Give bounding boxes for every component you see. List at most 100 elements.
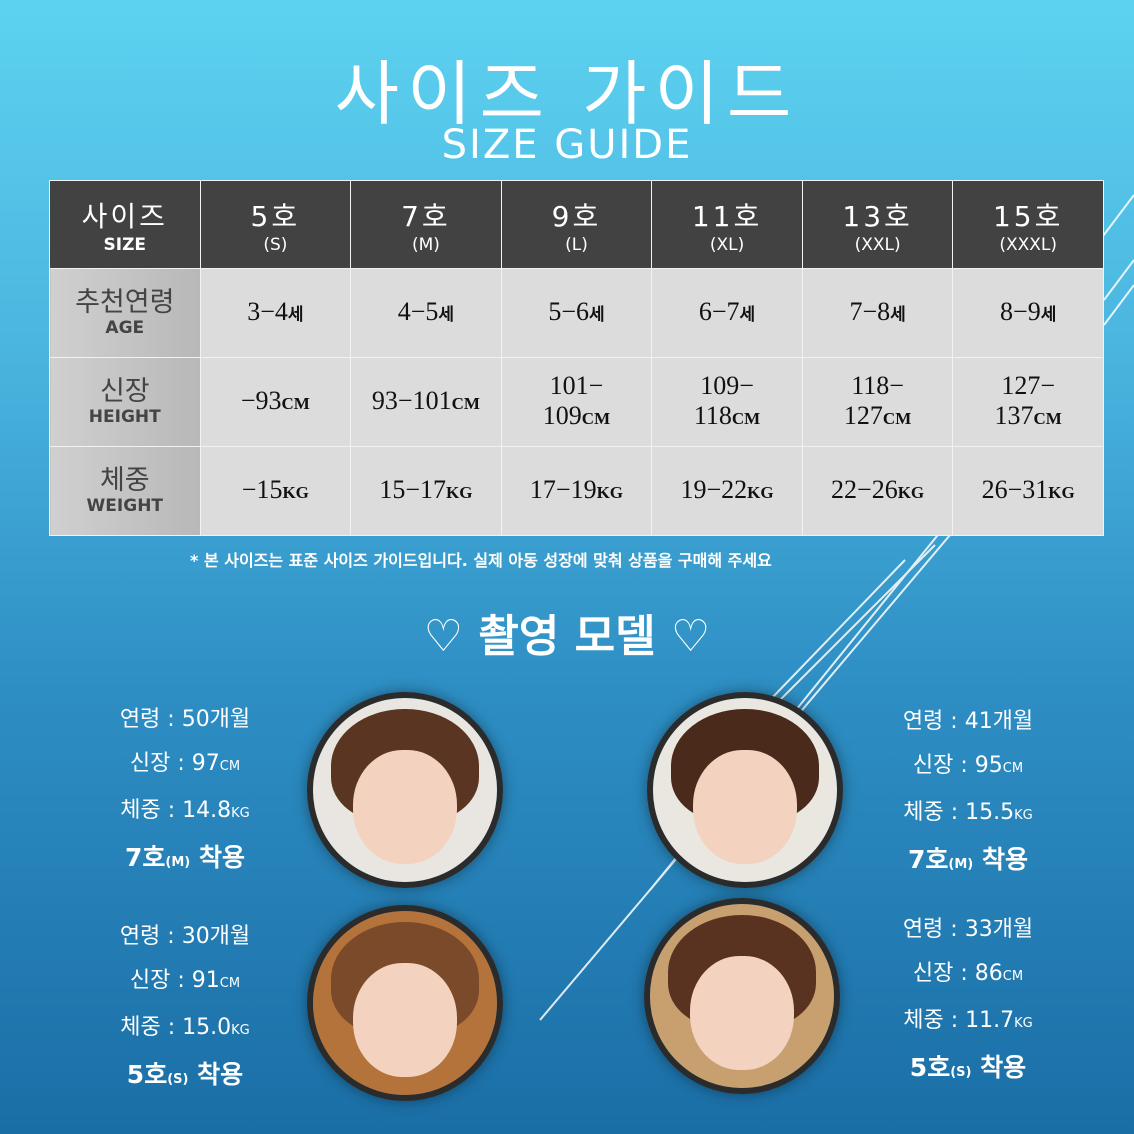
cell-value: −93 bbox=[240, 385, 282, 415]
model-size-worn: 7호(M) 착용 bbox=[908, 845, 1028, 874]
cell-unit: CM bbox=[731, 408, 761, 428]
page-subtitle: SIZE GUIDE bbox=[441, 122, 693, 168]
size-header: 9호 (L) bbox=[500, 180, 653, 269]
model-size-worn: 7호(M) 착용 bbox=[125, 843, 245, 872]
model-photo bbox=[307, 905, 503, 1101]
cell-value: 17−19 bbox=[529, 474, 597, 504]
cell-value: 22−26 bbox=[831, 474, 898, 504]
cell-value: 15−17 bbox=[379, 474, 447, 504]
model-weight: 체중 : 15.0KG bbox=[120, 1015, 250, 1040]
cell-unit: CM bbox=[1033, 408, 1062, 428]
model-age: 연령 : 41개월 bbox=[902, 709, 1034, 734]
size-en: (XXXL) bbox=[999, 234, 1058, 255]
cell-unit: CM bbox=[581, 408, 611, 428]
table-cell: 127− 137CM bbox=[952, 357, 1104, 447]
table-cell: 7−8세 bbox=[801, 268, 954, 358]
cell-value: 19−22 bbox=[680, 474, 748, 504]
cell-unit: KG bbox=[596, 482, 624, 502]
table-cell: 17−19KG bbox=[500, 446, 653, 536]
row-header-ko: 신장 bbox=[99, 376, 150, 407]
table-cell: 5−6세 bbox=[500, 268, 653, 358]
model-age: 연령 : 30개월 bbox=[119, 924, 251, 949]
cell-value: 118− 127 bbox=[843, 370, 904, 430]
cell-unit: 세 bbox=[890, 304, 906, 324]
table-cell: 22−26KG bbox=[801, 446, 954, 536]
row-header-en: AGE bbox=[105, 318, 145, 338]
size-ko: 9호 bbox=[551, 199, 602, 233]
cell-unit: 세 bbox=[438, 304, 455, 324]
cell-value: −15 bbox=[241, 474, 283, 504]
size-ko: 7호 bbox=[401, 199, 451, 233]
model-age: 연령 : 50개월 bbox=[119, 707, 251, 732]
table-cell: 3−4세 bbox=[199, 268, 352, 358]
cell-unit: CM bbox=[451, 393, 480, 413]
cell-unit: KG bbox=[1048, 482, 1075, 502]
model-info: 연령 : 50개월 신장 : 97CM 체중 : 14.8KG 7호(M) 착용 bbox=[75, 698, 295, 885]
size-table: 사이즈 SIZE 5호 (S) 7호 (M) 9호 (L) 11호 (XL) 13호 (XX… bbox=[49, 180, 1104, 536]
size-header: 11호 (XL) bbox=[651, 180, 803, 269]
row-header: 추천연령 AGE bbox=[49, 268, 201, 358]
cell-unit: CM bbox=[281, 393, 310, 413]
models-title: ♡ 촬영 모델 ♡ bbox=[423, 611, 711, 662]
size-ko: 13호 bbox=[842, 199, 913, 233]
table-cell: 8−9세 bbox=[952, 268, 1104, 358]
size-header: 7호 (M) bbox=[350, 180, 502, 269]
cell-value: 7−8 bbox=[849, 296, 891, 326]
table-cell: −15KG bbox=[199, 446, 352, 536]
row-header-ko: 체중 bbox=[99, 465, 150, 496]
model-age: 연령 : 33개월 bbox=[902, 917, 1034, 942]
table-cell: 118− 127CM bbox=[801, 357, 954, 447]
table-row: 추천연령 AGE 3−4세 4−5세 5−6세 6−7세 7−8세 8−9세 bbox=[49, 268, 1104, 358]
cell-unit: 세 bbox=[1040, 304, 1057, 324]
table-cell: 109− 118CM bbox=[651, 357, 803, 447]
cell-value: 5−6 bbox=[548, 296, 589, 326]
cell-value: 127− 137 bbox=[994, 370, 1056, 430]
table-cell: −93CM bbox=[199, 357, 352, 447]
cell-unit: CM bbox=[882, 408, 912, 428]
size-header: 5호 (S) bbox=[199, 180, 352, 269]
model-height: 신장 : 97CM bbox=[129, 751, 241, 776]
size-note: * 본 사이즈는 표준 사이즈 가이드입니다. 실제 아동 성장에 맞춰 상품을… bbox=[190, 551, 772, 570]
cell-value: 6−7 bbox=[698, 296, 740, 326]
size-header: 15호 (XXXL) bbox=[952, 180, 1104, 269]
model-height: 신장 : 91CM bbox=[129, 968, 241, 993]
cell-value: 4−5 bbox=[397, 296, 439, 326]
model-photo bbox=[644, 898, 840, 1094]
model-size-worn: 5호(S) 착용 bbox=[909, 1053, 1027, 1082]
corner-ko: 사이즈 bbox=[81, 199, 168, 233]
cell-unit: KG bbox=[897, 482, 925, 502]
model-weight: 체중 : 14.8KG bbox=[120, 798, 250, 823]
table-row: 체중 WEIGHT −15KG 15−17KG 17−19KG 19−22KG 22−26K… bbox=[49, 446, 1104, 536]
size-ko: 5호 bbox=[250, 199, 301, 233]
size-ko: 11호 bbox=[691, 199, 763, 233]
row-header: 신장 HEIGHT bbox=[49, 357, 201, 447]
cell-value: 101− 109 bbox=[542, 370, 604, 430]
size-en: (L) bbox=[565, 234, 588, 255]
model-info: 연령 : 41개월 신장 : 95CM 체중 : 15.5KG 7호(M) 착용 bbox=[858, 700, 1078, 887]
model-height: 신장 : 95CM bbox=[912, 753, 1024, 778]
size-en: (XXL) bbox=[854, 234, 901, 255]
row-header-en: WEIGHT bbox=[86, 496, 164, 516]
cell-unit: KG bbox=[446, 482, 473, 502]
table-cell: 15−17KG bbox=[350, 446, 502, 536]
size-en: (XL) bbox=[709, 234, 745, 255]
row-header-ko: 추천연령 bbox=[75, 287, 175, 318]
model-weight: 체중 : 15.5KG bbox=[903, 800, 1033, 825]
cell-value: 93−101 bbox=[371, 385, 452, 415]
table-cell: 93−101CM bbox=[350, 357, 502, 447]
model-info: 연령 : 30개월 신장 : 91CM 체중 : 15.0KG 5호(S) 착용 bbox=[75, 915, 295, 1102]
corner-header: 사이즈 SIZE bbox=[49, 180, 201, 269]
size-en: (M) bbox=[411, 234, 440, 255]
header-row: 사이즈 SIZE 5호 (S) 7호 (M) 9호 (L) 11호 (XL) 13호 (XX… bbox=[49, 180, 1104, 269]
cell-value: 8−9 bbox=[1000, 296, 1041, 326]
cell-value: 109− 118 bbox=[693, 370, 754, 430]
model-photo bbox=[307, 692, 503, 888]
page-title: 사이즈 가이드 bbox=[334, 53, 800, 135]
size-header: 13호 (XXL) bbox=[801, 180, 954, 269]
cell-value: 26−31 bbox=[981, 474, 1049, 504]
table-cell: 4−5세 bbox=[350, 268, 502, 358]
cell-unit: KG bbox=[282, 482, 309, 502]
cell-value: 3−4 bbox=[247, 296, 288, 326]
model-height: 신장 : 86CM bbox=[912, 961, 1024, 986]
model-size-worn: 5호(S) 착용 bbox=[126, 1060, 244, 1089]
